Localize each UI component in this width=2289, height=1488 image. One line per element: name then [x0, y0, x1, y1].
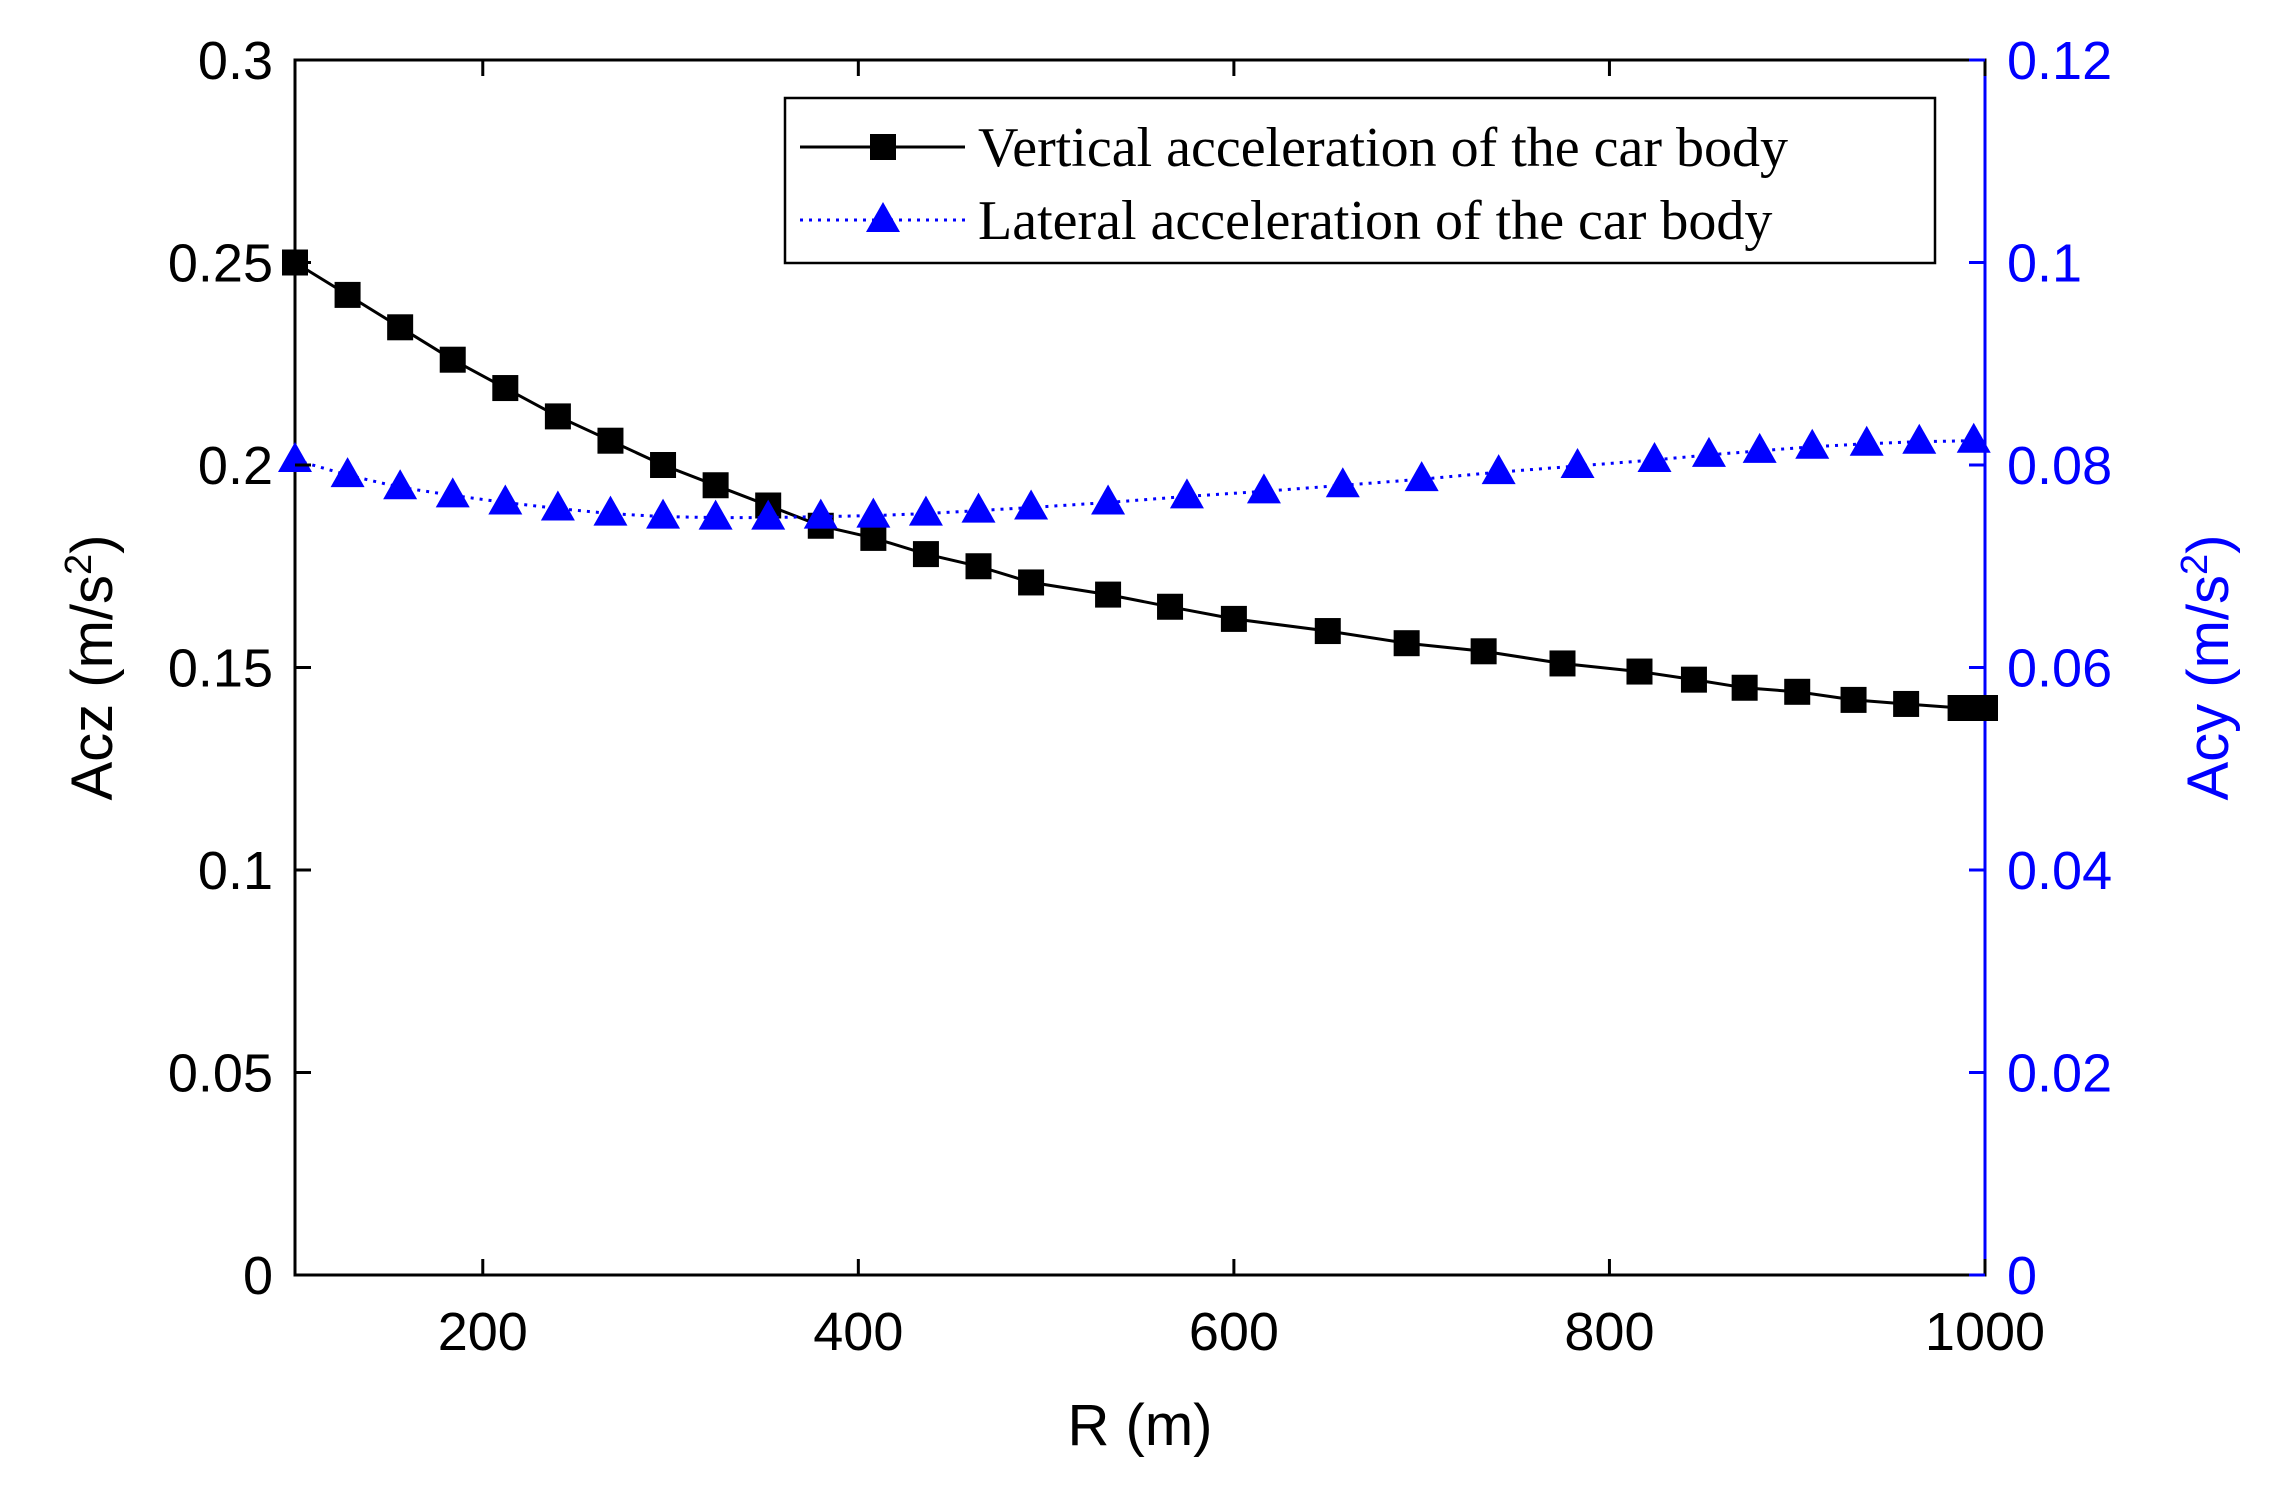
data-point-triangle — [1404, 461, 1439, 492]
data-point-triangle — [1956, 422, 1991, 453]
data-point-square — [1095, 581, 1122, 608]
x-axis-title: R (m) — [1068, 1393, 1213, 1458]
data-point-triangle — [1742, 432, 1777, 463]
data-point-square — [1972, 695, 1998, 721]
data-point-square — [1157, 593, 1184, 620]
data-point-square — [702, 472, 729, 499]
data-point-triangle — [1325, 467, 1360, 498]
right-y-tick-label: 0.06 — [2007, 639, 2112, 699]
data-point-triangle — [488, 484, 523, 515]
data-point-triangle — [435, 477, 470, 508]
data-point-square — [1893, 690, 1920, 717]
x-tick-label: 200 — [438, 1302, 528, 1362]
left-y-tick-label: 0.1 — [198, 841, 273, 901]
left-y-tick-label: 0.15 — [168, 639, 273, 699]
data-point-square — [387, 314, 414, 341]
left-y-axis-title-close: ) — [60, 534, 125, 553]
data-point-triangle — [383, 469, 418, 500]
right-y-tick-label: 0.02 — [2007, 1044, 2112, 1104]
data-point-triangle — [751, 499, 786, 530]
legend: Vertical acceleration of the car body La… — [783, 96, 1937, 265]
data-point-triangle — [330, 457, 365, 488]
data-point-square — [1314, 618, 1341, 645]
legend-marker-triangle — [866, 202, 900, 232]
data-point-triangle — [1246, 473, 1281, 504]
legend-marker-square — [870, 134, 896, 160]
right-y-tick-label: 0.12 — [2007, 31, 2112, 91]
data-point-square — [1947, 695, 1974, 721]
series-layer — [278, 249, 1998, 721]
data-point-triangle — [803, 498, 838, 529]
data-point-triangle — [1091, 484, 1126, 515]
left-y-tick-label: 0.05 — [168, 1044, 273, 1104]
data-point-square — [860, 524, 887, 551]
left-y-tick-label: 0.2 — [198, 436, 273, 496]
data-point-square — [1626, 658, 1653, 685]
data-point-square — [1784, 678, 1811, 705]
data-point-square — [597, 427, 624, 454]
data-point-triangle — [698, 499, 733, 530]
data-point-square — [1549, 650, 1576, 677]
data-point-square — [1680, 666, 1707, 693]
x-axis-title-text: R (m) — [1068, 1393, 1213, 1458]
data-point-square — [1731, 674, 1758, 701]
data-point-square — [1018, 569, 1045, 596]
data-point-triangle — [593, 495, 628, 526]
right-y-tick-label: 0.04 — [2007, 841, 2112, 901]
left-y-axis-title: Acz (m/s2) — [58, 534, 125, 800]
data-point-triangle — [1637, 441, 1672, 472]
data-point-triangle — [1481, 454, 1516, 485]
right-y-tick-label: 0 — [2007, 1246, 2037, 1306]
data-point-triangle — [646, 498, 681, 529]
data-point-triangle — [1014, 489, 1049, 520]
left-y-axis-title-sup: 2 — [58, 554, 100, 575]
data-point-triangle — [1849, 425, 1884, 456]
data-point-square — [544, 403, 571, 430]
data-point-triangle — [1902, 423, 1937, 454]
right-y-tick-label: 0.08 — [2007, 436, 2112, 496]
right-y-axis-title-sup: 2 — [2174, 554, 2216, 575]
data-point-square — [965, 553, 992, 580]
ticks-layer: 200 400 600 800 100000.050.10.150.20.250.300… — [168, 31, 2112, 1362]
right-y-axis-title-text: Acy (m/s — [2176, 575, 2241, 801]
x-tick-label: 800 — [1564, 1302, 1654, 1362]
data-point-square — [1220, 605, 1247, 632]
right-y-axis-title: Acy (m/s2) — [2174, 534, 2241, 800]
left-y-tick-label: 0.25 — [168, 234, 273, 294]
data-point-square — [650, 452, 677, 478]
data-point-square — [1840, 686, 1867, 713]
data-point-triangle — [540, 490, 575, 521]
data-point-square — [1393, 630, 1420, 657]
x-tick-label: 400 — [813, 1302, 903, 1362]
data-point-square — [492, 375, 519, 402]
x-tick-label: 1000 — [1925, 1302, 2045, 1362]
data-point-square — [912, 541, 939, 568]
data-point-triangle — [1169, 478, 1204, 509]
data-point-triangle — [961, 492, 996, 523]
x-tick-label: 600 — [1189, 1302, 1279, 1362]
data-point-square — [1470, 638, 1497, 665]
left-y-tick-label: 0 — [243, 1246, 273, 1306]
data-point-square — [334, 281, 361, 308]
left-y-axis-title-text: Acz (m/s — [60, 575, 125, 801]
data-point-square — [439, 346, 466, 373]
data-point-triangle — [1560, 448, 1595, 479]
right-y-tick-label: 0.1 — [2007, 234, 2082, 294]
right-y-axis-title-close: ) — [2176, 534, 2241, 553]
data-point-triangle — [1795, 428, 1830, 459]
legend-label-vertical: Vertical acceleration of the car body — [978, 117, 1788, 179]
legend-box — [783, 96, 1937, 265]
data-point-triangle — [908, 495, 943, 526]
left-y-tick-label: 0.3 — [198, 31, 273, 91]
data-point-triangle — [1691, 436, 1726, 467]
data-point-triangle — [856, 497, 891, 528]
legend-label-lateral: Lateral acceleration of the car body — [978, 190, 1772, 252]
